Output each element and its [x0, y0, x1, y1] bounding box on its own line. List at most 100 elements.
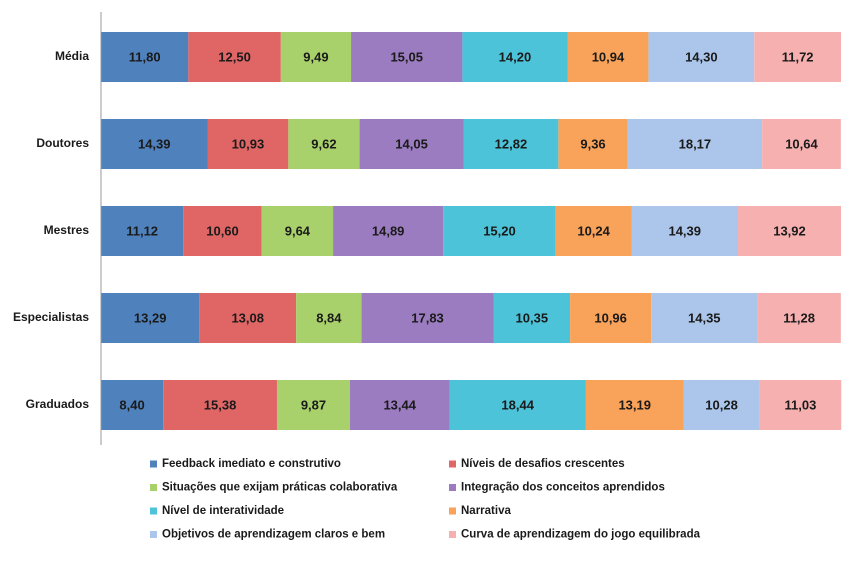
bar-segment — [555, 206, 632, 256]
legend-label: Curva de aprendizagem do jogo equilibrad… — [461, 529, 701, 541]
bar-segment — [651, 293, 758, 343]
y-tick-label: Doutores — [36, 136, 89, 150]
data-label: 11,03 — [784, 397, 816, 412]
data-label: 14,20 — [499, 49, 532, 64]
bar-segment — [359, 119, 464, 169]
legend-label: Objetivos de aprendizagem claros e bem — [162, 529, 385, 541]
y-tick-label: Média — [55, 49, 89, 63]
data-label: 10,28 — [705, 397, 738, 412]
bar-segment — [570, 293, 652, 343]
bar-segment — [350, 380, 450, 430]
legend-label: Nível de interatividade — [162, 505, 284, 517]
bar-segment — [351, 32, 463, 82]
data-label: 15,20 — [483, 223, 516, 238]
data-label: 8,40 — [119, 397, 144, 412]
bar-segment — [627, 119, 763, 169]
legend-label: Narrativa — [461, 505, 511, 517]
bar-segment — [188, 32, 281, 82]
bar-segment — [462, 32, 568, 82]
data-label: 11,72 — [782, 49, 814, 64]
legend-swatch — [150, 460, 157, 468]
legend-swatch — [449, 460, 456, 468]
bar-segment — [558, 119, 628, 169]
data-label: 14,35 — [688, 310, 721, 325]
data-label: 13,92 — [773, 223, 806, 238]
data-label: 14,89 — [372, 223, 405, 238]
y-tick-label: Especialistas — [13, 310, 89, 324]
bar-segment — [449, 380, 586, 430]
bar-segment — [567, 32, 649, 82]
data-label: 12,82 — [495, 136, 528, 151]
data-label: 9,62 — [311, 136, 336, 151]
bar-segment — [101, 206, 184, 256]
data-label: 11,28 — [783, 310, 815, 325]
data-label: 9,36 — [580, 136, 605, 151]
data-label: 10,64 — [785, 136, 818, 151]
data-label: 18,44 — [501, 397, 534, 412]
bar-segment — [296, 293, 362, 343]
bar-segment — [493, 293, 571, 343]
bar-segment — [101, 380, 164, 430]
data-label: 14,39 — [668, 223, 701, 238]
data-label: 10,96 — [594, 310, 627, 325]
data-label: 9,49 — [303, 49, 328, 64]
legend-swatch — [449, 484, 456, 491]
data-label: 13,08 — [231, 310, 264, 325]
data-label: 8,84 — [316, 310, 342, 325]
data-label: 10,60 — [206, 223, 239, 238]
data-label: 10,94 — [592, 49, 625, 64]
data-label: 10,35 — [516, 310, 549, 325]
legend-swatch — [150, 531, 157, 538]
bar-segment — [648, 32, 755, 82]
bar-segment — [737, 206, 841, 256]
bar-segment — [280, 32, 352, 82]
bar-segment — [101, 32, 189, 82]
legend-swatch — [150, 484, 157, 491]
data-label: 15,05 — [390, 49, 423, 64]
data-label: 13,29 — [134, 310, 167, 325]
legend-label: Situações que exijam práticas colaborati… — [162, 482, 398, 494]
y-tick-label: Graduados — [26, 397, 90, 411]
data-label: 9,64 — [285, 223, 311, 238]
legend-label: Integração dos conceitos aprendidos — [461, 482, 665, 494]
data-label: 13,19 — [618, 397, 651, 412]
bar-segment — [183, 206, 262, 256]
data-label: 11,12 — [126, 223, 158, 238]
bar-segment — [261, 206, 334, 256]
bar-segment — [754, 32, 841, 82]
data-label: 13,44 — [383, 397, 416, 412]
bar-segment — [443, 206, 556, 256]
bar-segment — [288, 119, 360, 169]
data-label: 12,50 — [218, 49, 251, 64]
data-label: 10,93 — [232, 136, 265, 151]
data-label: 9,87 — [301, 397, 326, 412]
bar-segment — [276, 380, 351, 430]
legend-label: Feedback imediato e construtivo — [162, 458, 341, 470]
bar-segment — [333, 206, 444, 256]
legend-swatch — [449, 507, 456, 515]
bar-segment — [683, 380, 760, 430]
bar-segment — [463, 119, 559, 169]
data-label: 14,05 — [395, 136, 428, 151]
data-label: 17,83 — [411, 310, 444, 325]
legend-label: Níveis de desafios crescentes — [461, 458, 625, 470]
bar-segment — [101, 293, 200, 343]
data-label: 10,24 — [577, 223, 610, 238]
data-label: 14,39 — [138, 136, 171, 151]
bar-segment — [759, 380, 842, 430]
bar-segment — [163, 380, 277, 430]
data-label: 11,80 — [129, 49, 161, 64]
bar-segment — [757, 293, 841, 343]
y-tick-label: Mestres — [44, 223, 90, 237]
legend-swatch — [449, 531, 456, 538]
bar-segment — [762, 119, 841, 169]
data-label: 14,30 — [685, 49, 718, 64]
bar-segment — [199, 293, 297, 343]
data-label: 18,17 — [679, 136, 712, 151]
bar-segment — [207, 119, 289, 169]
bar-segment — [361, 293, 494, 343]
bar-segment — [585, 380, 684, 430]
data-label: 15,38 — [204, 397, 237, 412]
